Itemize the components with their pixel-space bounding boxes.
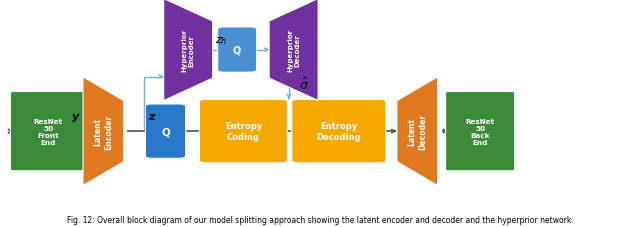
Text: Latent
Encoder: Latent Encoder (93, 114, 113, 149)
Polygon shape (83, 77, 124, 186)
Text: Latent
Decoder: Latent Decoder (408, 114, 427, 150)
Text: Hyperprior
Encoder: Hyperprior Encoder (182, 29, 195, 72)
FancyBboxPatch shape (10, 92, 86, 171)
Text: Entropy
Decoding: Entropy Decoding (317, 122, 361, 141)
FancyBboxPatch shape (145, 104, 186, 159)
Text: ResNet
50
Front
End: ResNet 50 Front End (33, 118, 63, 145)
FancyBboxPatch shape (200, 100, 287, 163)
Text: $\hat{\sigma}$: $\hat{\sigma}$ (300, 76, 310, 92)
Text: z: z (148, 112, 155, 122)
FancyBboxPatch shape (292, 100, 386, 163)
Text: $z_h$: $z_h$ (215, 35, 228, 47)
Polygon shape (269, 0, 318, 101)
Text: Hyperprior
Decoder: Hyperprior Decoder (287, 29, 300, 72)
Polygon shape (397, 77, 438, 186)
Text: Q: Q (233, 45, 241, 55)
Text: y: y (72, 112, 79, 122)
Text: ResNet
50
Back
End: ResNet 50 Back End (465, 118, 495, 145)
Text: Fig. 12: Overall block diagram of our model splitting approach showing the laten: Fig. 12: Overall block diagram of our mo… (67, 215, 573, 224)
Text: Q: Q (161, 127, 170, 136)
FancyBboxPatch shape (218, 28, 257, 73)
FancyBboxPatch shape (445, 92, 515, 171)
Polygon shape (164, 0, 212, 101)
Text: Entropy
Coding: Entropy Coding (225, 122, 262, 141)
